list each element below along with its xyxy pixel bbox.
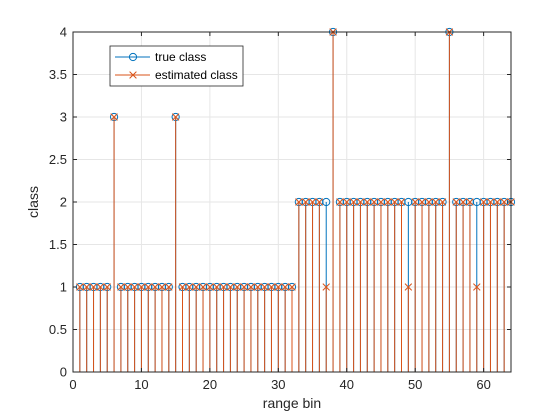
marker-estimated-class (315, 198, 324, 206)
y-tick-label: 1 (60, 280, 67, 295)
marker-estimated-class (144, 283, 153, 291)
marker-estimated-class (274, 283, 283, 291)
marker-estimated-class (370, 198, 378, 206)
marker-estimated-class (411, 198, 419, 206)
marker-estimated-class (336, 198, 344, 206)
x-tick-label: 20 (203, 377, 217, 392)
y-tick-label: 4 (60, 25, 67, 40)
marker-estimated-class (288, 283, 296, 291)
marker-estimated-class (342, 198, 351, 206)
marker-estimated-class (459, 198, 467, 206)
y-tick-label: 0 (60, 365, 67, 380)
marker-estimated-class (452, 198, 461, 206)
marker-estimated-class (233, 283, 242, 291)
marker-estimated-class (295, 198, 303, 206)
legend-label-true-class: true class (155, 50, 206, 64)
y-tick-label: 1.5 (49, 237, 67, 252)
marker-estimated-class (473, 283, 481, 291)
marker-estimated-class (363, 198, 372, 206)
marker-estimated-class (247, 283, 255, 291)
marker-estimated-class (390, 198, 399, 206)
marker-estimated-class (76, 283, 84, 291)
x-tick-label: 10 (134, 377, 148, 392)
y-tick-label: 2 (60, 195, 67, 210)
marker-estimated-class (151, 283, 159, 291)
marker-estimated-class (185, 283, 194, 291)
marker-estimated-class (254, 283, 262, 291)
y-tick-label: 3 (60, 110, 67, 125)
x-tick-label: 30 (271, 377, 285, 392)
marker-estimated-class (206, 283, 214, 291)
x-tick-label: 60 (476, 377, 490, 392)
y-tick-label: 2.5 (49, 152, 67, 167)
marker-estimated-class (89, 283, 98, 291)
legend: true class estimated class (109, 45, 244, 87)
marker-estimated-class (96, 283, 105, 291)
marker-estimated-class (267, 283, 276, 291)
marker-estimated-class (431, 198, 440, 206)
x-tick-label: 50 (408, 377, 422, 392)
y-tick-label: 0.5 (49, 322, 67, 337)
marker-estimated-class (178, 283, 187, 291)
legend-x-glyph (129, 71, 137, 79)
marker-estimated-class (404, 283, 413, 291)
marker-estimated-class (418, 198, 426, 206)
legend-marker-true-class (128, 52, 138, 62)
marker-estimated-class (493, 198, 502, 206)
marker-estimated-class (219, 283, 228, 291)
marker-estimated-class (130, 283, 139, 291)
marker-estimated-class (377, 198, 385, 206)
x-tick-label: 40 (340, 377, 354, 392)
marker-estimated-class (240, 283, 248, 291)
y-axis-label: class (25, 186, 41, 218)
marker-estimated-class (165, 283, 173, 291)
marker-estimated-class (110, 113, 118, 121)
y-tick-label: 3.5 (49, 67, 67, 82)
marker-true-class (322, 197, 331, 207)
marker-estimated-class (384, 198, 392, 206)
marker-estimated-class (425, 198, 433, 206)
marker-estimated-class (103, 283, 111, 291)
marker-estimated-class (260, 283, 269, 291)
tick-layer: 0 10 20 30 40 50 60 0 0.5 1 1.5 2 2.5 3 3.5 4 (49, 25, 511, 392)
marker-estimated-class (82, 283, 91, 291)
marker-estimated-class (117, 283, 125, 291)
marker-estimated-class (466, 198, 474, 206)
marker-estimated-class (322, 283, 330, 291)
marker-estimated-class (226, 283, 235, 291)
marker-estimated-class (192, 283, 200, 291)
marker-estimated-class (356, 198, 365, 206)
marker-estimated-class (158, 283, 166, 291)
marker-estimated-class (397, 198, 406, 206)
marker-estimated-class (123, 283, 132, 291)
legend-label-estimated-class: estimated class (155, 68, 238, 82)
x-tick-label: 0 (69, 377, 76, 392)
marker-estimated-class (349, 198, 358, 206)
marker-estimated-class (199, 283, 207, 291)
marker-estimated-class (500, 198, 508, 206)
marker-estimated-class (486, 198, 495, 206)
marker-estimated-class (137, 283, 146, 291)
marker-estimated-class (171, 113, 180, 121)
marker-estimated-class (308, 198, 317, 206)
marker-estimated-class (438, 198, 447, 206)
marker-estimated-class (212, 283, 221, 291)
legend-marker-estimated-class (129, 71, 137, 79)
x-axis-label: range bin (263, 395, 321, 411)
series-estimated-class (76, 28, 515, 372)
marker-estimated-class (301, 198, 310, 206)
marker-estimated-class (479, 198, 488, 206)
legend-box (109, 45, 244, 87)
marker-estimated-class (281, 283, 289, 291)
